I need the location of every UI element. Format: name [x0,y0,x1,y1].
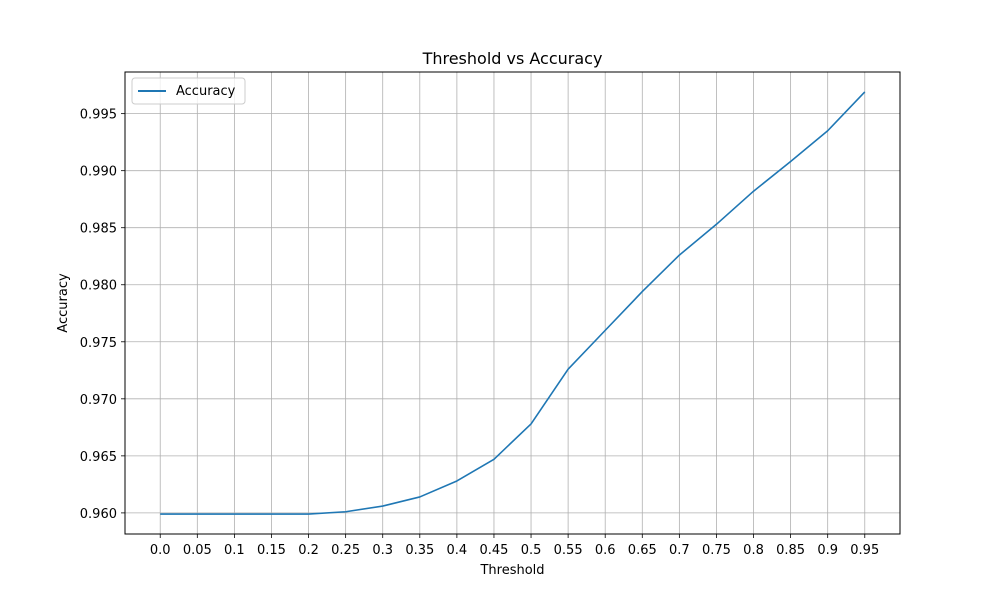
y-tick-label: 0.980 [80,279,117,294]
chart-title: Threshold vs Accuracy [422,49,603,68]
x-tick-label: 0.75 [702,543,731,558]
x-tick-label: 0.45 [479,543,508,558]
y-tick-label: 0.965 [80,450,117,465]
x-tick-label: 0.6 [595,543,616,558]
plot-frame [124,71,901,535]
y-tick-label: 0.985 [80,222,117,237]
axis-ticks: 0.0 0.05 0.1 0.15 0.2 0.25 0.3 0.35 0.4 0.45 0.5 0.… [80,108,879,558]
y-tick-label: 0.995 [80,108,117,123]
legend: Accuracy [131,77,246,105]
x-tick-label: 0.2 [298,543,319,558]
x-tick-label: 0.15 [257,543,286,558]
x-tick-label: 0.1 [224,543,245,558]
x-tick-label: 0.65 [628,543,657,558]
x-tick-label: 0.55 [554,543,583,558]
accuracy-series-line [160,91,866,515]
x-tick-label: 0.4 [447,543,468,558]
x-tick-label: 0.8 [743,543,764,558]
x-tick-label: 0.85 [776,543,805,558]
grid-lines [125,72,900,534]
y-tick-label: 0.990 [80,165,117,180]
x-tick-label: 0.25 [331,543,360,558]
legend-box [131,77,246,105]
y-tick-label: 0.975 [80,336,117,351]
x-tick-label: 0.95 [850,543,879,558]
x-tick-label: 0.05 [183,543,212,558]
x-axis-label: Threshold [479,563,544,578]
x-tick-label: 0.7 [669,543,690,558]
series-layer [160,91,866,515]
x-tick-label: 0.0 [150,543,171,558]
legend-label: Accuracy [176,84,236,99]
y-axis-label: Accuracy [56,273,71,333]
x-tick-label: 0.3 [372,543,393,558]
y-tick-label: 0.960 [80,507,117,522]
x-tick-label: 0.35 [405,543,434,558]
x-tick-label: 0.5 [521,543,542,558]
x-tick-label: 0.9 [817,543,838,558]
y-tick-label: 0.970 [80,393,117,408]
